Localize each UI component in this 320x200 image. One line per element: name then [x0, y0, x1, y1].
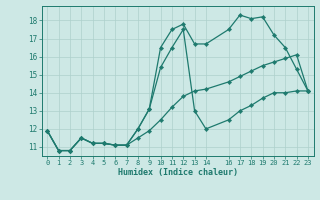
X-axis label: Humidex (Indice chaleur): Humidex (Indice chaleur) [118, 168, 237, 177]
